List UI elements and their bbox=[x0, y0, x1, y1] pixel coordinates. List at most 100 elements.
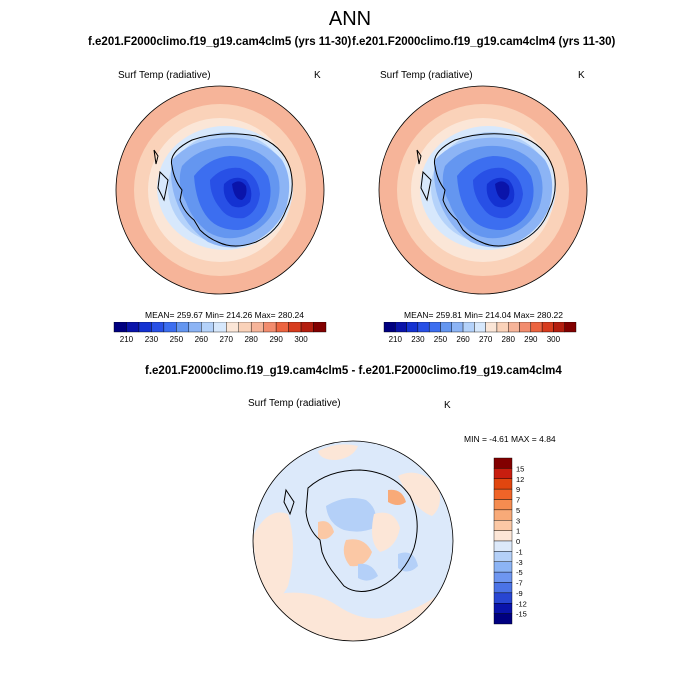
diff-colorbar-swatch bbox=[493, 457, 513, 469]
diff-colorbar-label: -1 bbox=[516, 547, 523, 556]
right-colorbar-swatch bbox=[508, 322, 520, 333]
right-colorbar-swatch bbox=[474, 322, 486, 333]
diff-colorbar-label: -12 bbox=[516, 599, 527, 608]
diff-colorbar: 15 129 753 10-1 -3-5 -7-9-12 -15 bbox=[493, 457, 527, 625]
left-colorbar: 210 230 250 260 270 280 290 300 bbox=[113, 322, 327, 344]
diff-units-label: K bbox=[444, 400, 451, 411]
page-title: ANN bbox=[328, 8, 372, 30]
diff-colorbar-swatch bbox=[493, 478, 513, 490]
right-colorbar-swatch bbox=[462, 322, 475, 333]
diff-colorbar-swatch bbox=[493, 571, 513, 583]
diff-colorbar-swatch bbox=[493, 520, 513, 531]
right-colorbar-swatch bbox=[383, 322, 396, 333]
right-colorbar-swatch bbox=[496, 322, 509, 333]
diff-colorbar-label: 3 bbox=[516, 516, 520, 525]
left-colorbar-swatch bbox=[201, 322, 214, 333]
diff-colorbar-label: -3 bbox=[516, 558, 523, 567]
left-stats: MEAN= 259.67 Min= 214.26 Max= 280.24 bbox=[145, 310, 305, 320]
diff-colorbar-label: 15 bbox=[516, 464, 524, 473]
right-colorbar-label: 300 bbox=[547, 335, 561, 344]
left-colorbar-swatch bbox=[126, 322, 140, 333]
left-colorbar-swatch bbox=[138, 322, 152, 333]
diff-variable-label: Surf Temp (radiative) bbox=[248, 398, 341, 409]
left-colorbar-swatch bbox=[250, 322, 264, 333]
diff-polar-map bbox=[252, 440, 454, 642]
left-colorbar-label: 300 bbox=[294, 335, 308, 344]
diff-colorbar-label: -15 bbox=[516, 610, 527, 619]
diff-colorbar-swatch bbox=[493, 509, 513, 521]
diff-colorbar-label: -7 bbox=[516, 579, 523, 588]
right-case-title: f.e201.F2000climo.f19_g19.cam4clm4 (yrs … bbox=[352, 36, 616, 48]
diff-colorbar-swatch bbox=[493, 499, 513, 511]
right-colorbar-swatch bbox=[406, 322, 419, 333]
diff-colorbar-swatch bbox=[493, 468, 513, 479]
diff-title: f.e201.F2000climo.f19_g19.cam4clm5 - f.e… bbox=[145, 365, 562, 377]
right-colorbar-label: 280 bbox=[502, 335, 516, 344]
diff-colorbar-swatch bbox=[493, 582, 513, 594]
right-colorbar-swatch bbox=[553, 322, 565, 333]
right-colorbar-swatch bbox=[519, 322, 532, 333]
right-units-label: K bbox=[578, 70, 585, 81]
left-colorbar-swatch bbox=[176, 322, 190, 333]
right-colorbar-swatch bbox=[395, 322, 407, 333]
right-variable-label: Surf Temp (radiative) bbox=[380, 70, 473, 81]
left-colorbar-swatch bbox=[263, 322, 277, 333]
right-colorbar-swatch bbox=[530, 322, 543, 333]
diff-colorbar-label: 5 bbox=[516, 506, 520, 515]
right-stats: MEAN= 259.81 Min= 214.04 Max= 280.22 bbox=[404, 310, 564, 320]
left-variable-label: Surf Temp (radiative) bbox=[118, 70, 211, 81]
diff-colorbar-swatch bbox=[493, 603, 513, 614]
right-colorbar-swatch bbox=[485, 322, 498, 333]
left-colorbar-label: 250 bbox=[170, 335, 184, 344]
diff-colorbar-label: 9 bbox=[516, 485, 520, 494]
left-colorbar-swatch bbox=[238, 322, 252, 333]
left-polar-map bbox=[115, 85, 325, 295]
left-units-label: K bbox=[314, 70, 321, 81]
right-colorbar-swatch bbox=[451, 322, 464, 333]
right-polar-map bbox=[378, 85, 588, 295]
left-colorbar-swatch bbox=[313, 322, 327, 333]
right-colorbar-label: 290 bbox=[524, 335, 538, 344]
diff-colorbar-swatch bbox=[493, 530, 513, 542]
diff-colorbar-swatch bbox=[493, 561, 513, 573]
diff-colorbar-label: 12 bbox=[516, 475, 524, 484]
left-colorbar-swatch bbox=[113, 322, 127, 333]
diff-colorbar-swatch bbox=[493, 488, 513, 500]
right-colorbar-label: 210 bbox=[389, 335, 403, 344]
diff-colorbar-swatch bbox=[493, 551, 513, 562]
left-colorbar-label: 270 bbox=[220, 335, 234, 344]
left-colorbar-swatch bbox=[300, 322, 314, 333]
diff-colorbar-label: 1 bbox=[516, 527, 520, 536]
left-colorbar-label: 210 bbox=[120, 335, 134, 344]
left-colorbar-label: 290 bbox=[269, 335, 283, 344]
right-colorbar-swatch bbox=[541, 322, 554, 333]
diff-colorbar-swatch bbox=[493, 592, 513, 604]
left-case-title: f.e201.F2000climo.f19_g19.cam4clm5 (yrs … bbox=[88, 36, 352, 48]
diff-colorbar-swatch bbox=[493, 613, 513, 625]
right-colorbar-swatch bbox=[440, 322, 452, 333]
diff-stats: MIN = -4.61 MAX = 4.84 bbox=[464, 434, 556, 444]
left-colorbar-label: 260 bbox=[195, 335, 209, 344]
right-colorbar-label: 250 bbox=[434, 335, 448, 344]
diff-colorbar-label: 0 bbox=[516, 537, 520, 546]
right-colorbar-swatch bbox=[428, 322, 441, 333]
diff-colorbar-label: -9 bbox=[516, 589, 523, 598]
diff-colorbar-swatch bbox=[493, 540, 513, 552]
left-colorbar-swatch bbox=[226, 322, 239, 333]
right-colorbar-label: 230 bbox=[411, 335, 425, 344]
left-colorbar-swatch bbox=[213, 322, 227, 333]
right-colorbar-swatch bbox=[564, 322, 577, 333]
left-colorbar-swatch bbox=[275, 322, 289, 333]
left-colorbar-label: 280 bbox=[244, 335, 258, 344]
diff-colorbar-label: -5 bbox=[516, 568, 523, 577]
left-colorbar-swatch bbox=[288, 322, 302, 333]
right-colorbar-swatch bbox=[417, 322, 430, 333]
left-colorbar-label: 230 bbox=[145, 335, 159, 344]
right-colorbar-label: 260 bbox=[456, 335, 470, 344]
left-colorbar-swatch bbox=[188, 322, 202, 333]
left-colorbar-swatch bbox=[163, 322, 177, 333]
right-colorbar: 210 230 250 260 270 280 290 300 bbox=[383, 322, 577, 344]
left-colorbar-swatch bbox=[151, 322, 165, 333]
diff-colorbar-label: 7 bbox=[516, 496, 520, 505]
right-colorbar-label: 270 bbox=[479, 335, 493, 344]
